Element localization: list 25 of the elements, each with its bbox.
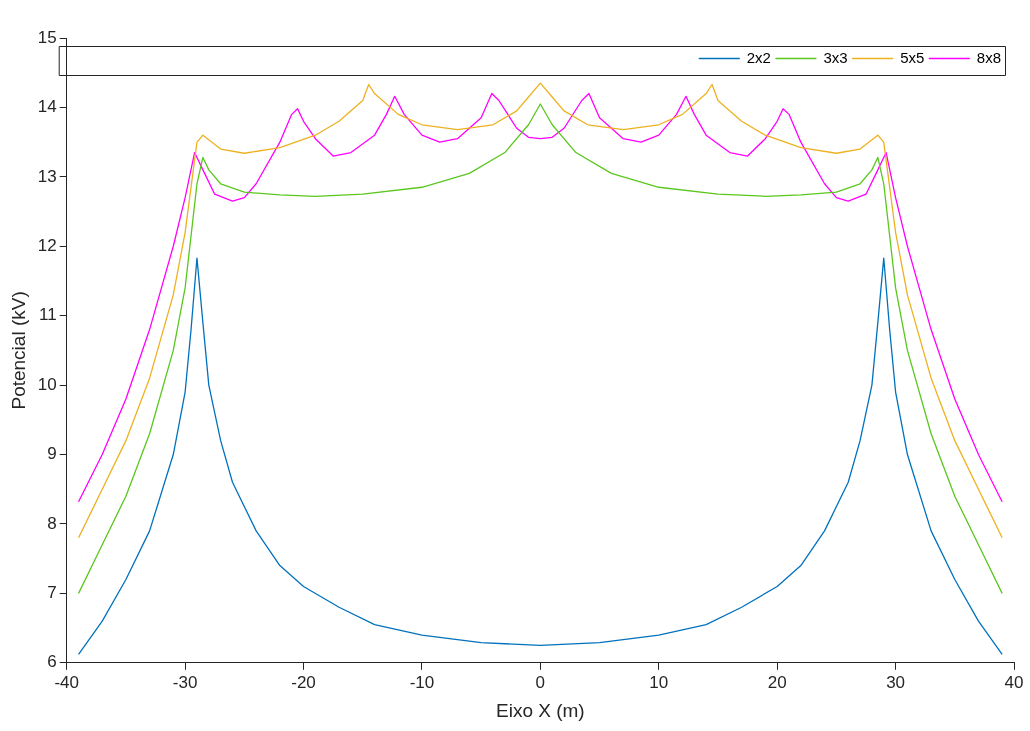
y-tick-label: 6	[47, 652, 57, 672]
x-tick-label: 40	[1004, 672, 1024, 692]
x-tick-label: 30	[886, 672, 906, 692]
y-tick-label: 8	[47, 513, 57, 533]
x-tick-label: -30	[172, 672, 198, 692]
legend-label: 8x8	[976, 48, 1001, 66]
y-tick-label: 13	[37, 166, 57, 186]
legend-label: 3x3	[823, 48, 848, 66]
y-tick-label: 12	[37, 235, 57, 255]
y-tick-label: 15	[37, 27, 57, 47]
x-tick-label: -20	[291, 672, 316, 692]
x-tick-label: 10	[649, 672, 669, 692]
x-tick-label: 20	[767, 672, 787, 692]
x-tick-label: -10	[409, 672, 435, 692]
y-tick-label: 14	[37, 97, 57, 117]
x-axis-title: Eixo X (m)	[496, 699, 585, 721]
y-tick-label: 11	[39, 305, 57, 325]
y-tick-label: 10	[37, 374, 57, 394]
y-tick-label: 9	[47, 444, 57, 464]
y-tick-label: 7	[47, 583, 57, 603]
legend-label: 5x5	[900, 48, 925, 66]
y-axis-title: Potencial (kV)	[7, 291, 29, 410]
legend-label: 2x2	[746, 48, 771, 66]
x-tick-label: -40	[54, 672, 79, 692]
x-tick-label: 0	[535, 672, 546, 692]
